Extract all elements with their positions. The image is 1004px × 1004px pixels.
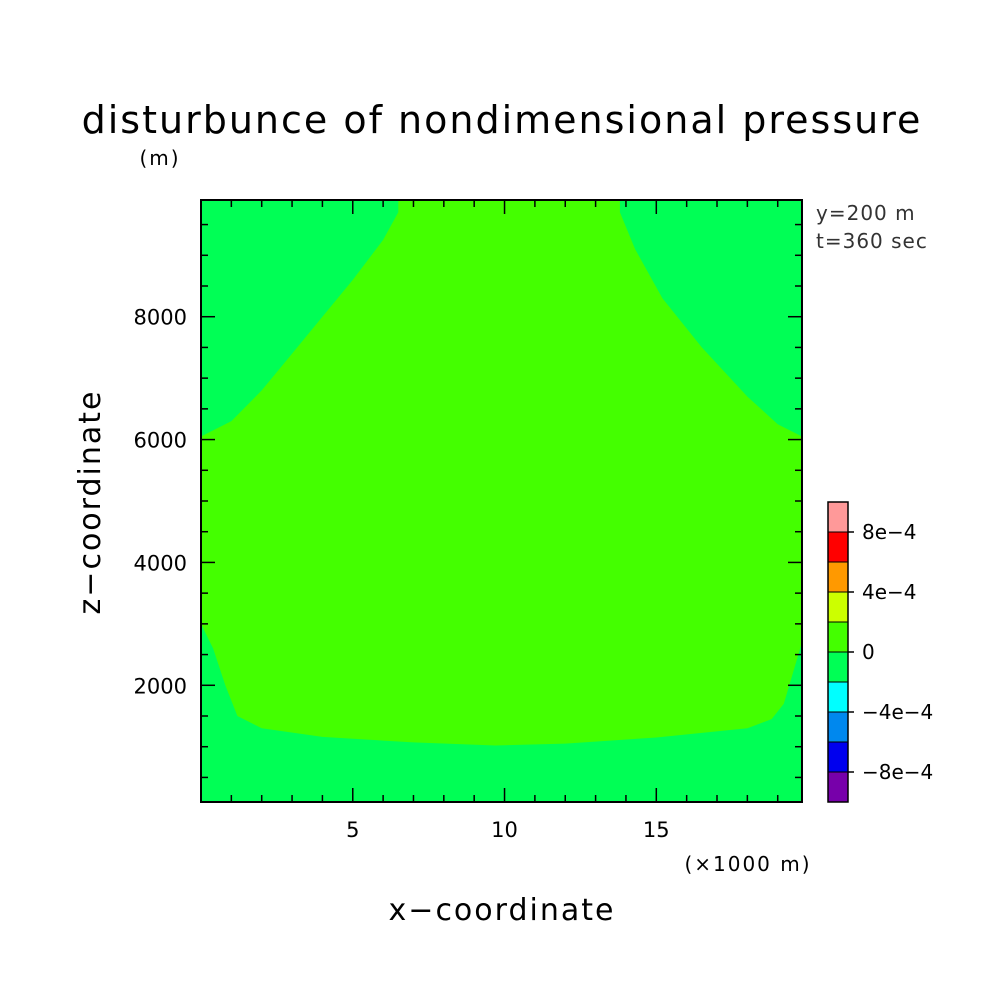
colorbar-segment	[828, 742, 848, 772]
time-annotation: t=360 sec	[816, 229, 928, 253]
colorbar-label: 8e−4	[862, 520, 917, 544]
upper-left-region	[201, 200, 399, 437]
y-tick-label: 4000	[134, 551, 187, 575]
x-tick-label: 5	[346, 818, 359, 842]
y-position-annotation: y=200 m	[816, 201, 916, 225]
axes: 5 10 15 2000 4000 6000 8000	[134, 199, 803, 842]
x-axis-title: x−coordinate	[389, 893, 616, 928]
colorbar-label: 4e−4	[862, 580, 917, 604]
x-tick-label: 15	[643, 818, 670, 842]
colorbar-segment	[828, 502, 848, 532]
colorbar-segment	[828, 712, 848, 742]
colorbar-segment	[828, 652, 848, 682]
chart-title: disturbunce of nondimensional pressure	[82, 98, 923, 142]
y-tick-label: 2000	[134, 674, 187, 698]
y-axis-title: z−coordinate	[73, 390, 108, 615]
upper-right-region	[619, 200, 802, 437]
colorbar-label: 0	[862, 640, 875, 664]
y-tick-label: 6000	[134, 429, 187, 453]
colorbar-label: −8e−4	[862, 760, 933, 784]
colorbar-segment	[828, 562, 848, 592]
x-unit-label: (×1000 m)	[684, 852, 811, 876]
x-tick-label: 10	[491, 818, 518, 842]
plot-area	[201, 200, 802, 802]
colorbar-segment	[828, 772, 848, 802]
center-region	[201, 200, 802, 746]
colorbar: −8e−4 −4e−4 0 4e−4 8e−4	[827, 501, 933, 803]
colorbar-segment	[828, 592, 848, 622]
colorbar-segment	[828, 532, 848, 562]
colorbar-segment	[828, 682, 848, 712]
colorbar-label: −4e−4	[862, 700, 933, 724]
y-unit-label: (m)	[139, 146, 180, 170]
colorbar-segment	[828, 622, 848, 652]
y-tick-label: 8000	[134, 306, 187, 330]
